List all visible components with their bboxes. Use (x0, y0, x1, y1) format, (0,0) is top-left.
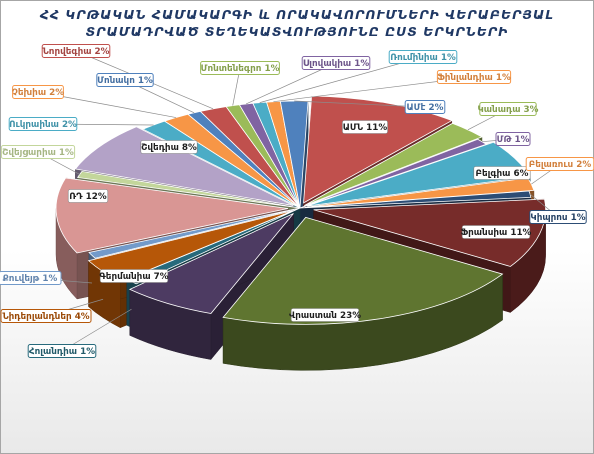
data-label-Շվեյցարիա: Շվեյցարիա 1% (2, 148, 74, 158)
pie-slice-Ֆրանսիա (313, 198, 547, 267)
data-label-ԱՄէ: ԱՄէ 2% (407, 103, 444, 113)
label-box-Քուվեյթ (0, 271, 62, 285)
label-box-Նիդերլանդներ (0, 309, 92, 323)
data-label-Կիպրոս: Կիպրոս 1% (530, 213, 585, 223)
chart-title-line-1: ՀՀ ԿՐԹԱԿԱՆ ՀԱՄԱԿԱՐԳԻ և ՈՐԱԿԱՎՈՐՈՒՄՆԵՐԻ Վ… (39, 7, 554, 22)
label-box-Հոլանդիա (27, 344, 97, 358)
label-box-Շվեդիա (140, 140, 198, 154)
data-label-Գերմանիա: Գերմանիա 7% (99, 272, 168, 282)
data-label-Հոլանդիա: Հոլանդիա 1% (29, 347, 95, 357)
data-label-Ֆինլանդիա: Ֆինլանդիա 1% (437, 73, 511, 83)
label-box-Ֆրանսիա (461, 225, 531, 239)
label-box-ԱՄՆ (342, 120, 388, 134)
label-box-Նորվեգիա (41, 44, 111, 58)
pie-slice-ՌԴ (55, 177, 289, 254)
label-box-Ուկրաինա (8, 117, 78, 131)
leader-ԱՄէ (294, 100, 426, 108)
data-label-Ռումինիա: Ռումինիա 1% (390, 53, 456, 63)
label-box-Շվեյցարիա (0, 145, 76, 159)
data-label-Նորվեգիա: Նորվեգիա 2% (43, 47, 110, 57)
label-box-Գերմանիա (99, 269, 169, 283)
data-label-Բելգիա: Բելգիա 6% (476, 169, 529, 179)
pie-slice-Գերմանիա (128, 213, 294, 314)
chart-title-line-2: ՏՐԱՄԱԴՐՎԱԾ ՏԵՂԵԿԱՏՎՈՒԹՅՈՒՆԸ ԸՍՏ ԵՐԿՐՆԵՐԻ (85, 24, 509, 39)
pie-slice-Կիպրոս (299, 190, 532, 209)
label-box-Ռումինիա (388, 50, 458, 64)
pie-slice-Շվեդիա (74, 126, 294, 206)
data-label-ՄԹ: ՄԹ 1% (497, 135, 530, 145)
pie-tops (55, 95, 547, 325)
label-box-Մոնակո (96, 73, 154, 87)
pie-slice-ԱՄՆ (303, 95, 453, 204)
data-labels: ԱՄՆ 11% Կանադա 3% ՄԹ 1% Բելգիա 6%Բելառուս 2… (0, 44, 594, 358)
data-label-Մոնակո: Մոնակո 1% (97, 76, 153, 86)
label-box-Կիպրոս (529, 210, 587, 224)
label-box-ՌԴ (67, 189, 109, 203)
label-box-Ֆինլանդիա (436, 70, 512, 84)
data-label-Մոնտենեգրո: Մոնտենեգրո 1% (201, 64, 280, 74)
data-label-Չեխիա: Չեխիա 2% (12, 88, 64, 98)
data-label-ՌԴ: ՌԴ 12% (69, 192, 107, 202)
data-label-Շվեդիա: Շվեդիա 8% (141, 143, 197, 153)
data-label-Բելառուս: Բելառուս 2% (529, 160, 592, 170)
leader-Ռումինիա (259, 56, 424, 103)
data-label-Քուվեյթ: Քուվեյթ 1% (3, 274, 58, 284)
label-box-Չեխիա (12, 85, 64, 99)
label-box-ԱՄէ (404, 100, 446, 114)
pie-slice-Քուվեյթ (88, 207, 301, 259)
pie-slice-Վրաստան (222, 216, 504, 325)
data-label-Կանադա: Կանադա 3% (478, 105, 539, 115)
label-box-Կանադա (479, 102, 537, 116)
label-box-Սլովակիա (301, 56, 371, 70)
data-label-Վրաստան: Վրաստան 23% (289, 311, 361, 321)
data-label-Ֆրանսիա: Ֆրանսիա 11% (461, 228, 532, 238)
data-label-ԱՄՆ: ԱՄՆ 11% (343, 123, 388, 133)
label-box-Մոնտենեգրո (200, 61, 280, 75)
label-box-Բելգիա (473, 166, 531, 180)
label-box-ՄԹ (495, 132, 531, 146)
data-label-Սլովակիա: Սլովակիա 1% (303, 59, 369, 69)
data-label-Նիդերլանդներ: Նիդերլանդներ 4% (2, 312, 89, 322)
data-label-Ուկրաինա: Ուկրաինա 2% (9, 120, 77, 130)
label-box-Վրաստան (290, 308, 360, 322)
